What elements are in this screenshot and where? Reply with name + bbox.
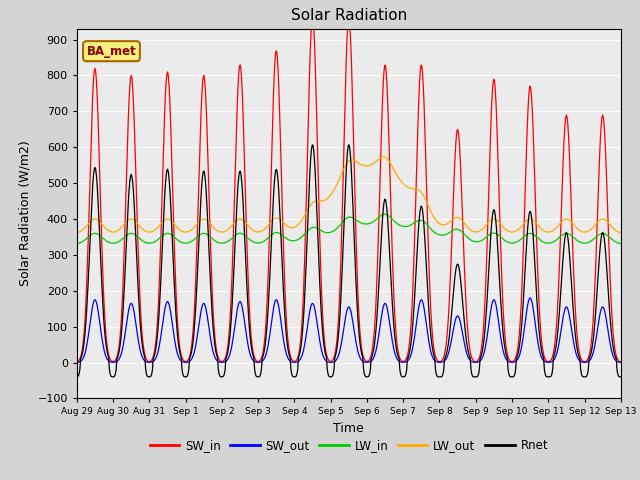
SW_in	[194, 213, 202, 218]
Line: LW_in: LW_in	[77, 214, 621, 244]
LW_in	[223, 239, 230, 245]
Rnet	[223, 354, 230, 360]
SW_out	[223, 358, 230, 363]
LW_out	[617, 230, 625, 236]
X-axis label: Time: Time	[333, 422, 364, 435]
LW_out	[139, 226, 147, 232]
Y-axis label: Solar Radiation (W/m2): Solar Radiation (W/m2)	[19, 141, 32, 287]
LW_out	[416, 188, 424, 193]
LW_out	[194, 220, 202, 226]
SW_in	[617, 359, 625, 365]
Rnet	[416, 213, 424, 218]
Rnet	[436, 374, 444, 380]
SW_in	[73, 359, 81, 365]
SW_in	[139, 337, 147, 343]
SW_in	[309, 16, 317, 22]
LW_in	[194, 233, 202, 239]
SW_out	[83, 343, 90, 349]
Text: BA_met: BA_met	[86, 45, 136, 58]
SW_out	[139, 355, 147, 360]
Rnet	[194, 262, 202, 267]
LW_in	[381, 211, 388, 217]
LW_in	[83, 236, 90, 241]
SW_out	[617, 360, 625, 365]
Rnet	[617, 374, 625, 380]
Rnet	[83, 308, 90, 314]
LW_in	[431, 230, 439, 236]
SW_out	[526, 295, 534, 301]
Rnet	[139, 345, 147, 350]
LW_in	[139, 238, 147, 244]
SW_in	[223, 350, 230, 356]
SW_in	[431, 353, 439, 359]
Line: SW_in: SW_in	[77, 19, 621, 362]
LW_out	[380, 154, 387, 159]
SW_in	[416, 80, 424, 85]
LW_in	[416, 217, 424, 223]
Line: Rnet: Rnet	[77, 145, 621, 377]
SW_out	[73, 360, 81, 365]
SW_in	[83, 282, 90, 288]
LW_in	[617, 241, 625, 247]
LW_out	[431, 216, 439, 222]
Legend: SW_in, SW_out, LW_in, LW_out, Rnet: SW_in, SW_out, LW_in, LW_out, Rnet	[145, 435, 553, 457]
LW_out	[83, 223, 90, 229]
Rnet	[309, 142, 317, 148]
LW_in	[73, 241, 81, 247]
Rnet	[73, 374, 81, 380]
SW_out	[194, 329, 202, 335]
Title: Solar Radiation: Solar Radiation	[291, 9, 407, 24]
LW_out	[73, 230, 81, 236]
SW_out	[415, 304, 422, 310]
Line: LW_out: LW_out	[77, 156, 621, 233]
Line: SW_out: SW_out	[77, 298, 621, 362]
SW_out	[431, 358, 438, 363]
Rnet	[431, 366, 439, 372]
LW_out	[223, 228, 230, 233]
